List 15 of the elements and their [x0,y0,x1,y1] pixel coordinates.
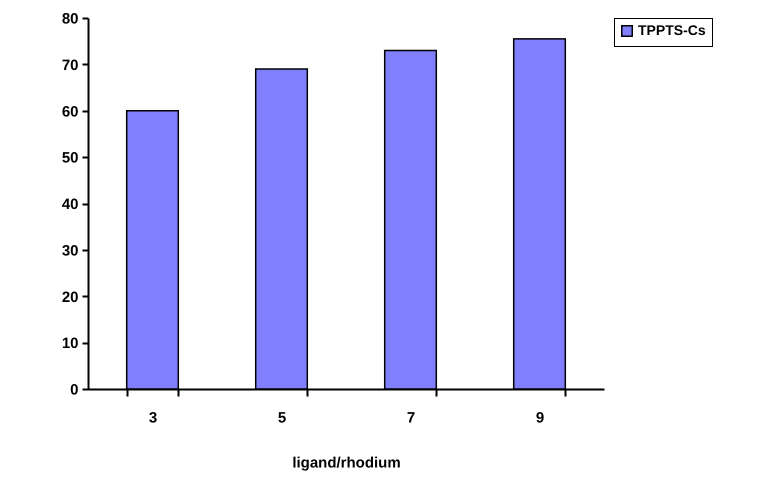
legend-label: TPPTS-Cs [638,22,706,38]
y-tick-label: 20 [62,288,78,306]
y-tick-label: 40 [62,196,78,213]
y-tick-label: 0 [70,382,78,398]
y-tick-label: 50 [62,150,78,167]
x-tick-label: 9 [536,410,544,426]
x-tick-label: 5 [278,410,286,426]
y-tick-label: 80 [62,10,78,28]
x-axis-title: ligand/rhodium [292,454,401,472]
y-tick-label: 30 [62,242,78,260]
y-tick-label: 60 [62,103,78,120]
x-tick-label: 7 [406,410,416,426]
y-tick-label: 10 [62,335,78,352]
x-tick-label: 3 [148,410,158,426]
y-tick-label: 70 [62,56,78,74]
